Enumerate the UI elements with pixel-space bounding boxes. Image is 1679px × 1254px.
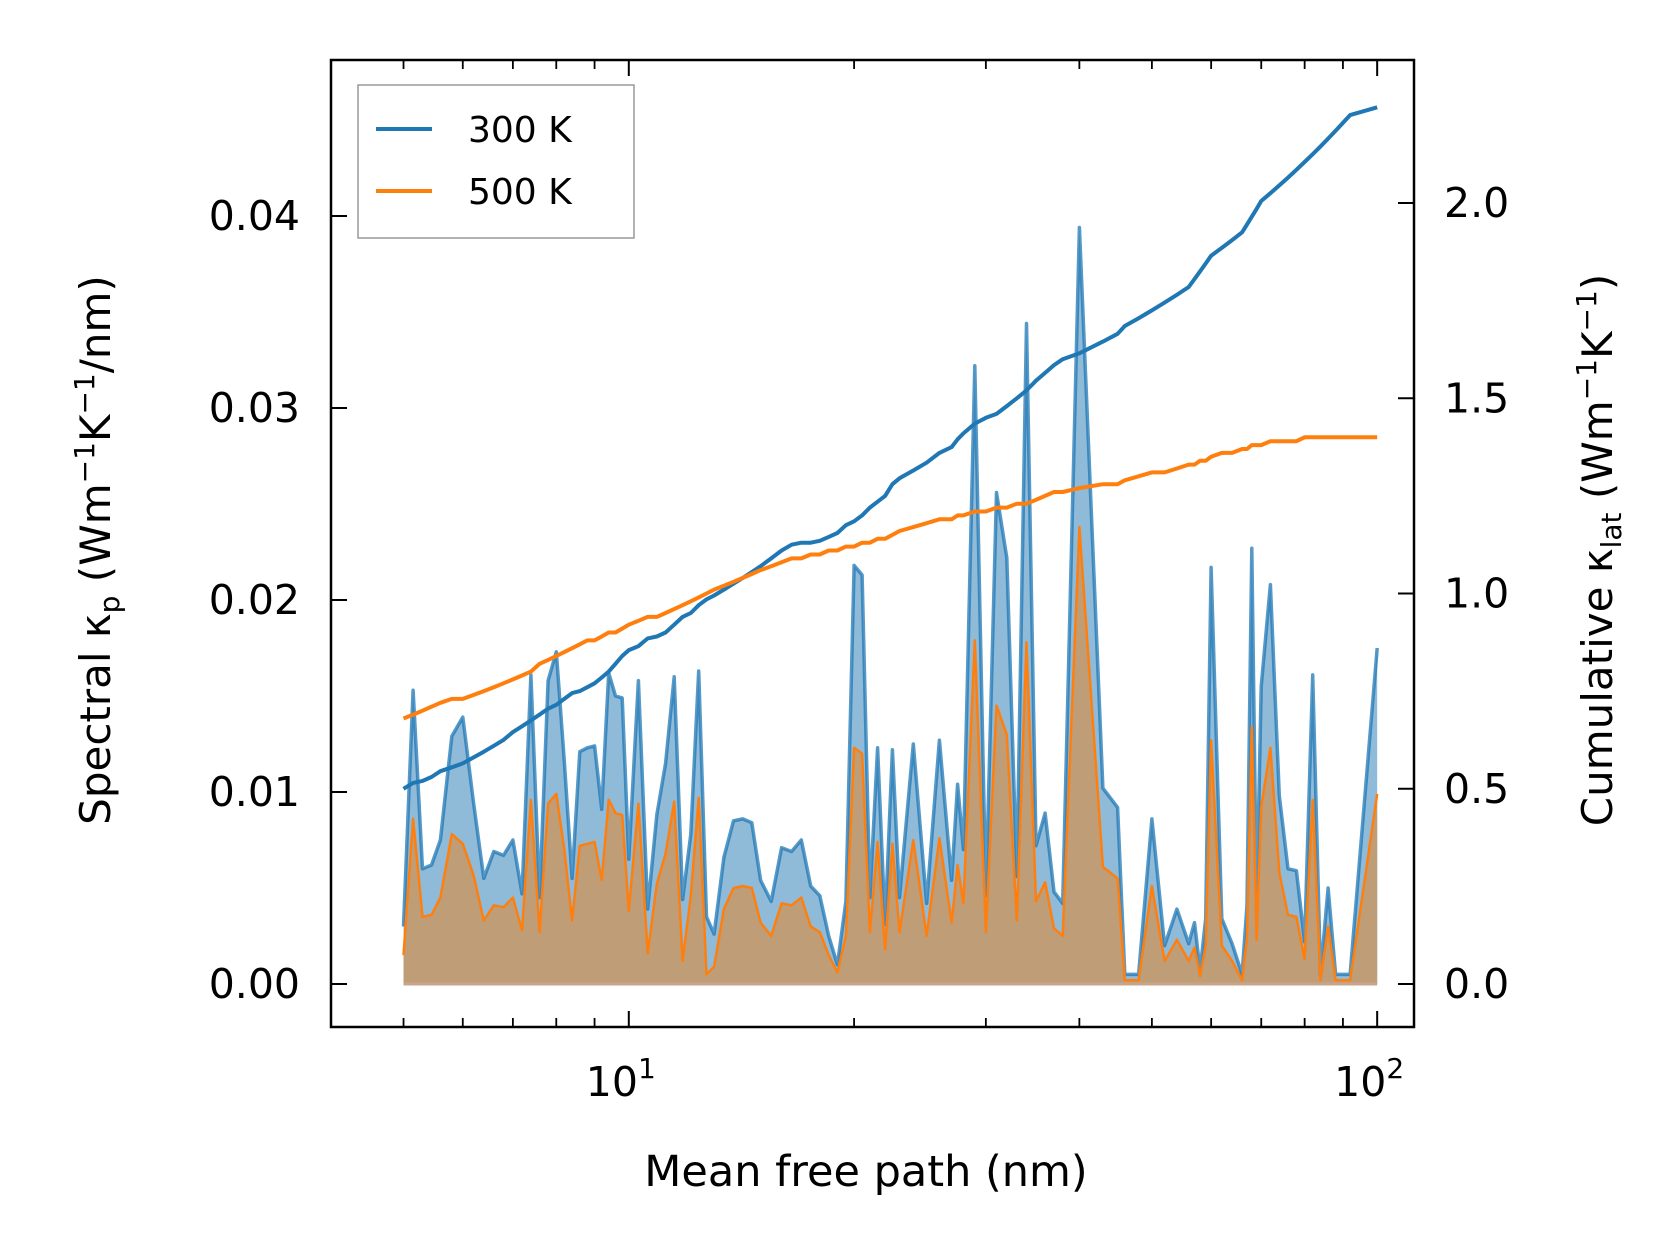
- y-tick-label-left-3: 0.03: [209, 384, 300, 432]
- y-tick-label-right-0: 0.0: [1444, 960, 1509, 1008]
- x-axis-label: Mean free path (nm): [644, 1147, 1087, 1197]
- cumulative-line-500k: [402, 435, 1378, 721]
- y-tick-label-right-2: 1.0: [1444, 570, 1509, 618]
- y-tick-label-right-3: 1.5: [1444, 374, 1509, 422]
- legend: 300 K 500 K: [357, 84, 635, 239]
- axes-layer: 0.00 0.01 0.02 0.03 0.04 0.0 0.5 1.0 1.5 2.0 101 10…: [209, 58, 1509, 1106]
- y-tick-label-right-4: 2.0: [1444, 179, 1509, 227]
- y-tick-label-right-1: 0.5: [1444, 765, 1509, 813]
- y-axis-label-left: Spectral κp (Wm−1K−1/nm): [68, 275, 126, 825]
- plot-layer: [401, 105, 1379, 986]
- y-tick-label-left-2: 0.02: [209, 576, 300, 624]
- spectral-area-500k: [403, 527, 1378, 984]
- y-axis-label-right: Cumulative κlat (Wm−1K−1): [1570, 274, 1628, 826]
- legend-frame: [357, 84, 635, 239]
- legend-label-300k: 300 K: [468, 110, 573, 151]
- spectral-line-300k: [401, 225, 1379, 977]
- x-tick-label-0: 101: [586, 1052, 656, 1106]
- spectral-line-500k: [402, 525, 1379, 982]
- cumulative-line-300k: [402, 105, 1378, 791]
- x-tick-label-1: 102: [1334, 1052, 1404, 1106]
- y-tick-label-left-0: 0.00: [209, 960, 300, 1008]
- y-tick-label-left-4: 0.04: [209, 192, 300, 240]
- legend-label-500k: 500 K: [468, 172, 573, 213]
- y-tick-label-left-1: 0.01: [209, 768, 300, 816]
- plot-frame: [329, 58, 1416, 1029]
